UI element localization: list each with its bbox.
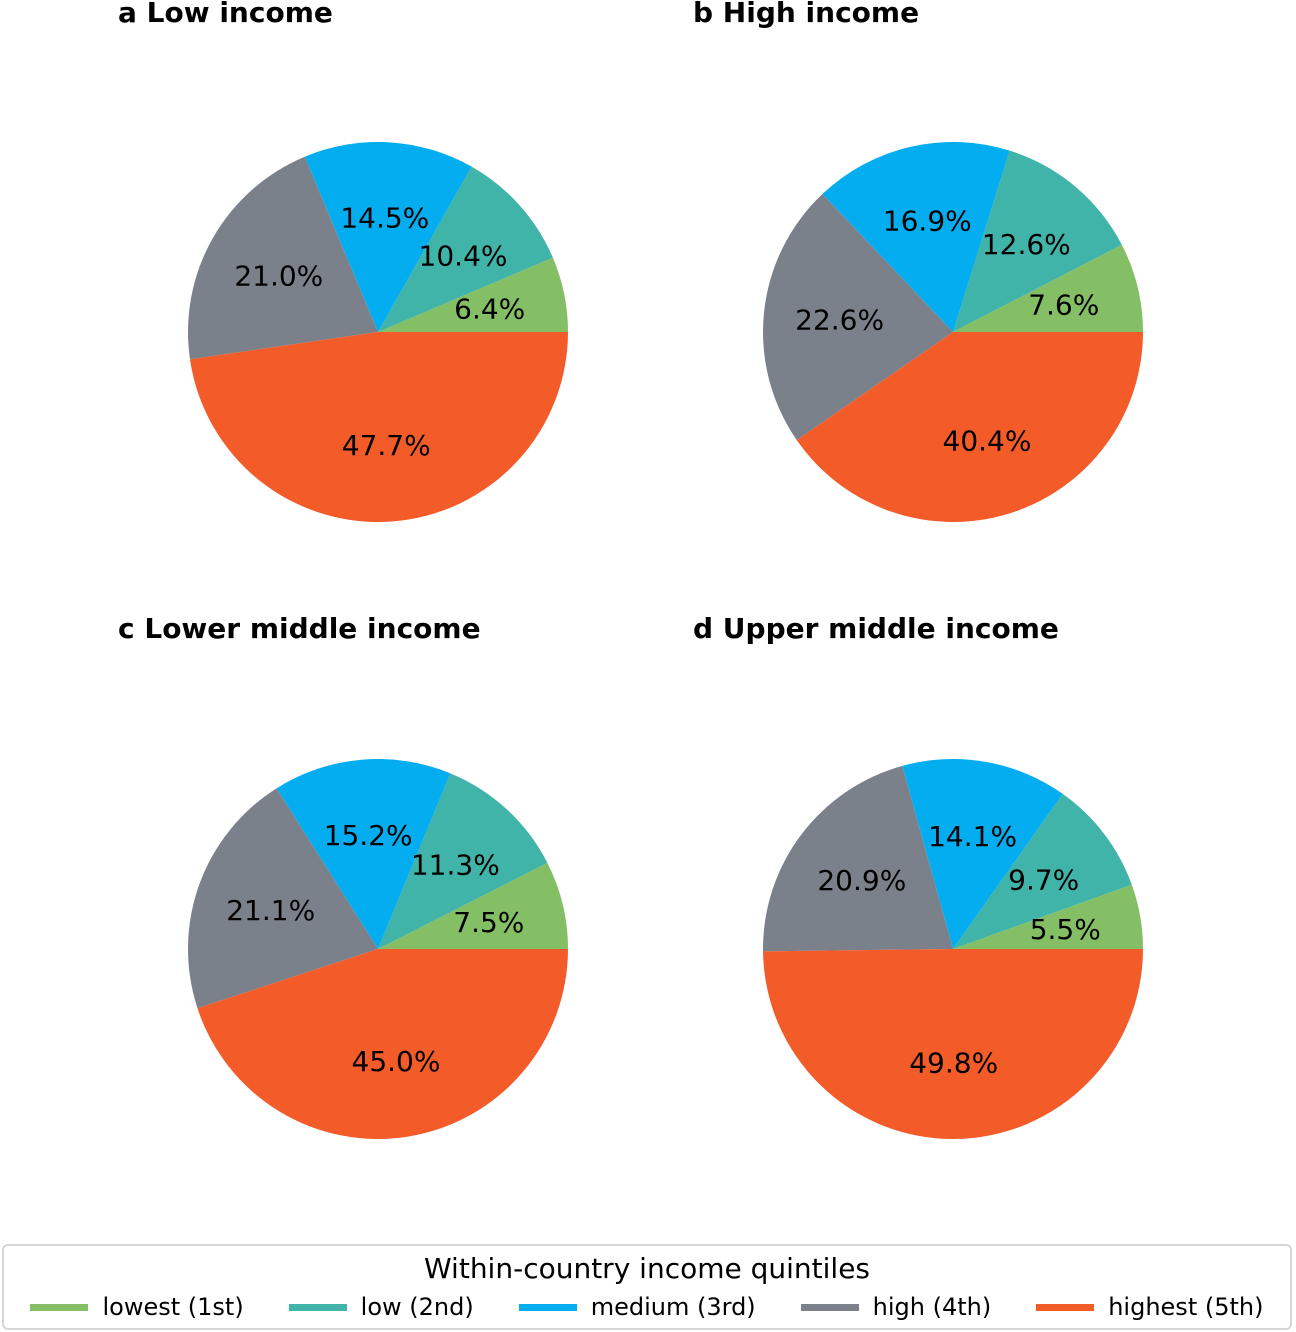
pie-b-slice-lowest	[953, 244, 1143, 332]
pie-c-slice-high	[188, 788, 378, 1009]
legend-swatch-medium	[518, 1303, 577, 1311]
panel-a: a Low income 6.4% 10.4% 14.5% 21.0% 47.7%	[118, 0, 569, 522]
pie-d-label-highest: 49.8%	[909, 1046, 998, 1079]
legend-item-high: high (4th)	[800, 1293, 992, 1321]
pie-d-slice-lowest	[953, 884, 1143, 949]
pie-c-slice-highest	[197, 949, 568, 1139]
pie-b-label-medium: 16.9%	[883, 204, 972, 237]
legend-swatch-highest	[1036, 1303, 1095, 1311]
legend-item-lowest: lowest (1st)	[30, 1293, 244, 1321]
legend-item-low: low (2nd)	[288, 1293, 474, 1321]
legend: Within-country income quintiles lowest (…	[2, 1244, 1292, 1330]
pie-a-label-lowest: 6.4%	[454, 293, 525, 326]
pie-a-slice-low	[378, 166, 553, 332]
pie-a-slice-highest	[189, 332, 569, 522]
pie-c-slice-low	[378, 773, 548, 949]
panel-title-b: b High income	[693, 0, 919, 29]
pie-b-label-high: 22.6%	[795, 304, 884, 337]
pie-b-label-lowest: 7.6%	[1028, 289, 1099, 322]
pie-b-slice-highest	[796, 332, 1143, 523]
pie-b-label-low: 12.6%	[982, 228, 1071, 261]
pie-a-label-highest: 47.7%	[342, 429, 431, 462]
pie-d-slice-medium	[902, 759, 1063, 949]
pie-d-slice-low	[953, 793, 1132, 949]
pie-d-label-high: 20.9%	[817, 864, 906, 897]
pie-c-label-highest: 45.0%	[352, 1045, 441, 1078]
legend-swatch-lowest	[30, 1303, 89, 1311]
pie-a-slice-high	[188, 156, 378, 360]
legend-label-low: low (2nd)	[360, 1293, 474, 1321]
pie-d-label-low: 9.7%	[1008, 863, 1079, 896]
panel-title-c: c Lower middle income	[118, 612, 481, 645]
pie-c-label-medium: 15.2%	[324, 819, 413, 852]
pie-d-label-lowest: 5.5%	[1030, 913, 1101, 946]
panel-title-a: a Low income	[118, 0, 333, 29]
pie-d-slice-high	[763, 765, 953, 952]
legend-label-medium: medium (3rd)	[590, 1293, 756, 1321]
pie-c-label-low: 11.3%	[411, 849, 500, 882]
panel-title-d: d Upper middle income	[693, 612, 1059, 645]
pie-c-label-high: 21.1%	[226, 894, 315, 927]
legend-swatch-low	[288, 1303, 347, 1311]
pie-d-label-medium: 14.1%	[928, 820, 1017, 853]
panel-b: b High income 7.6% 12.6% 16.9% 22.6% 40.4%	[693, 0, 1143, 523]
legend-items: lowest (1st) low (2nd) medium (3rd) high…	[4, 1292, 1290, 1322]
pie-c: 7.5% 11.3%15.2% 21.1% 45.0%	[188, 758, 568, 1139]
pie-d-slice-highest	[763, 949, 1143, 1139]
panel-c: c Lower middle income 7.5% 11.3%15.2% 21.1…	[118, 612, 568, 1139]
pie-a-slice-medium	[304, 142, 472, 332]
pie-c-slice-medium	[276, 758, 451, 949]
legend-swatch-high	[800, 1303, 859, 1311]
pie-d: 5.5% 9.7% 14.1% 20.9% 49.8%	[763, 759, 1143, 1139]
pie-b-slice-low	[953, 150, 1122, 332]
legend-item-medium: medium (3rd)	[518, 1293, 756, 1321]
pie-b-slice-medium	[822, 142, 1010, 332]
pie-c-slice-lowest	[378, 862, 568, 949]
pie-c-label-lowest: 7.5%	[453, 906, 524, 939]
pie-a: 6.4% 10.4% 14.5% 21.0% 47.7%	[188, 142, 569, 522]
pie-a-slice-lowest	[378, 257, 568, 332]
pie-b-slice-high	[763, 194, 953, 441]
pie-a-label-low: 10.4%	[419, 240, 508, 273]
legend-title: Within-country income quintiles	[423, 1252, 871, 1285]
pie-b: 7.6% 12.6% 16.9% 22.6% 40.4%	[763, 142, 1143, 523]
legend-item-highest: highest (5th)	[1036, 1293, 1263, 1321]
legend-label-lowest: lowest (1st)	[102, 1293, 244, 1321]
panel-d: d Upper middle income 5.5% 9.7% 14.1% 20.9%…	[693, 612, 1143, 1139]
pie-b-label-highest: 40.4%	[943, 424, 1032, 457]
legend-label-highest: highest (5th)	[1108, 1293, 1264, 1321]
pie-a-label-medium: 14.5%	[340, 202, 429, 235]
pie-a-label-high: 21.0%	[234, 259, 323, 292]
legend-label-high: high (4th)	[872, 1293, 992, 1321]
